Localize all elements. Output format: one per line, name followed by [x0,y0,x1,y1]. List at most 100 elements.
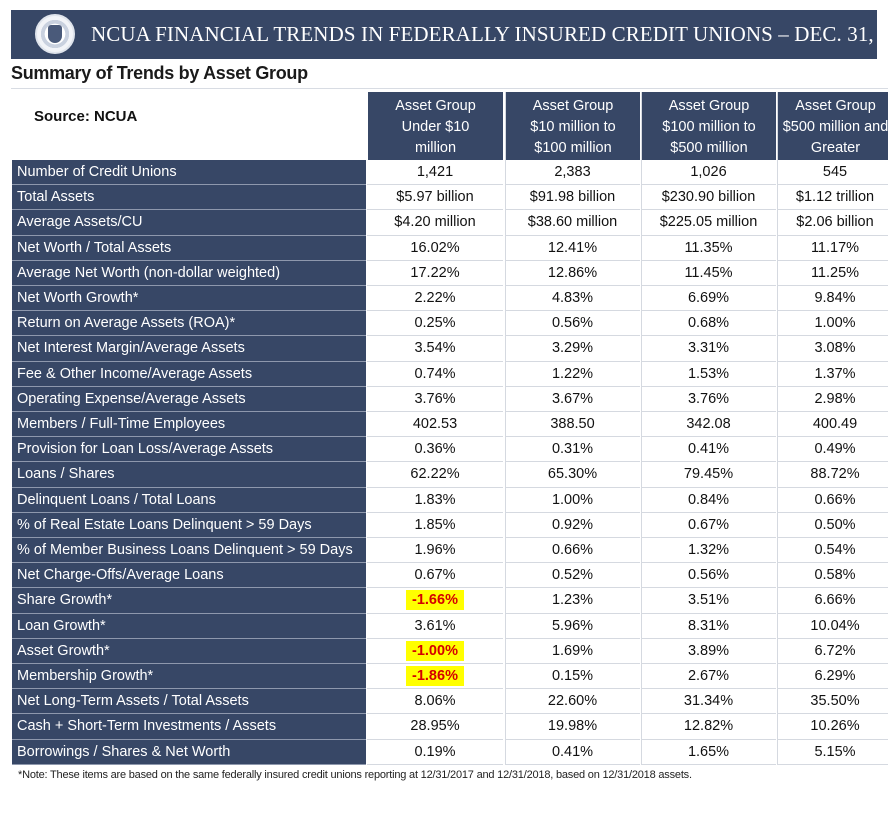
highlighted-value: -1.66% [406,590,464,611]
row-label: Membership Growth* [12,664,366,690]
table-row: % of Real Estate Loans Delinquent > 59 D… [0,512,888,538]
table-cell: $4.20 million [367,210,503,236]
table-cell: 1.32% [641,538,776,564]
table-cell: 5.15% [777,740,888,765]
table-cell: 0.67% [641,513,776,538]
table-row: Delinquent Loans / Total Loans 1.83% 1.00%… [0,487,888,513]
row-label: Loan Growth* [12,613,366,639]
source-label: Source: NCUA [34,108,138,125]
table-row: Loan Growth* 3.61% 5.96% 8.31% 10.04% [0,613,888,639]
row-label: Borrowings / Shares & Net Worth [12,739,366,765]
row-label: Fee & Other Income/Average Assets [12,361,366,387]
column-header-line: Asset Group [668,98,750,114]
highlighted-value: -1.00% [406,640,464,661]
table-row: Total Assets $5.97 billion $91.98 billion $… [0,185,888,211]
table-cell: 3.08% [777,336,888,362]
table-cell: 0.15% [505,664,640,690]
table-cell: 2.67% [641,664,776,690]
table-cell: 6.66% [777,588,888,614]
row-label: Average Assets/CU [12,210,366,236]
table-cell: 1.37% [777,362,888,387]
table-cell: 545 [777,160,888,186]
column-header-line: $500 million [670,140,748,156]
table-cell: 6.29% [777,664,888,690]
table-cell: 0.92% [505,513,640,538]
row-label: Net Interest Margin/Average Assets [12,336,366,362]
column-header-line: million [414,140,457,156]
table-cell: 1.22% [505,362,640,387]
row-label: Share Growth* [12,588,366,614]
table-cell: 10.04% [777,614,888,639]
table-cell: 28.95% [367,714,503,740]
title-banner: NCUA FINANCIAL TRENDS IN FEDERALLY INSUR… [11,10,888,59]
table-cell: 31.34% [641,689,776,715]
table-cell: 1.00% [777,311,888,337]
row-label: Net Worth / Total Assets [12,235,366,261]
table-row: Cash + Short-Term Investments / Assets 28… [0,714,888,740]
column-divider [641,92,642,765]
row-label: Net Long-Term Assets / Total Assets [12,689,366,715]
table-cell: -1.86% [367,664,503,690]
table-cell: 0.41% [505,740,640,765]
column-header-line: Under $10 [401,119,470,135]
table-cell: 0.66% [505,538,640,564]
table-cell: 0.50% [777,513,888,538]
row-label: Number of Credit Unions [12,160,366,186]
table-cell: 2.98% [777,387,888,412]
table-row: % of Member Business Loans Delinquent > … [0,538,888,564]
table-row: Operating Expense/Average Assets 3.76% 3.6… [0,386,888,412]
banner-title: NCUA FINANCIAL TRENDS IN FEDERALLY INSUR… [91,22,888,46]
table-cell: 8.06% [367,689,503,715]
table-cell: $1.12 trillion [777,185,888,211]
page-subtitle: Summary of Trends by Asset Group [11,63,308,83]
table-cell: 0.56% [641,563,776,589]
table-row: Net Long-Term Assets / Total Assets 8.06%… [0,689,888,715]
row-label: Net Charge-Offs/Average Loans [12,563,366,589]
table-cell: 0.74% [367,362,503,387]
table-row: Average Assets/CU $4.20 million $38.60 mil… [0,210,888,236]
table-cell: 0.52% [505,563,640,589]
table-cell: 35.50% [777,689,888,715]
table-cell: 0.56% [505,311,640,337]
table-row: Asset Growth* -1.00% 1.69% 3.89% 6.72% [0,638,888,664]
table-cell: $230.90 billion [641,185,776,211]
table-row: Share Growth* -1.66% 1.23% 3.51% 6.66% [0,588,888,614]
table-cell: 342.08 [641,412,776,438]
table-cell: 2,383 [505,160,640,186]
table-cell: 0.66% [777,488,888,513]
row-label: Operating Expense/Average Assets [12,386,366,412]
table-cell: 0.19% [367,740,503,765]
table-cell: 0.31% [505,437,640,463]
table-row: Members / Full-Time Employees 402.53 388.5… [0,412,888,438]
row-label: Delinquent Loans / Total Loans [12,487,366,513]
table-cell: 12.82% [641,714,776,740]
table-cell: 79.45% [641,462,776,488]
table-row: Net Worth / Total Assets 16.02% 12.41% 11.3… [0,235,888,261]
table-cell: 19.98% [505,714,640,740]
table-row: Provision for Loan Loss/Average Assets 0.… [0,437,888,463]
table-cell: 0.49% [777,437,888,463]
table-cell: $5.97 billion [367,185,503,211]
table-cell: 11.17% [777,236,888,261]
table-cell: 3.89% [641,639,776,664]
table-cell: 1.69% [505,639,640,664]
row-label: Return on Average Assets (ROA)* [12,311,366,337]
table-cell: 5.96% [505,614,640,639]
table-cell: 17.22% [367,261,503,286]
column-header-line: Greater [810,140,861,156]
table-cell: 12.41% [505,236,640,261]
table-cell: $2.06 billion [777,210,888,236]
column-header-line: $100 million to [662,119,756,135]
row-label: Average Net Worth (non-dollar weighted) [12,260,366,286]
column-header-line: $100 million [534,140,612,156]
table-cell: $38.60 million [505,210,640,236]
column-header-line: Asset Group [795,98,876,114]
row-label: Cash + Short-Term Investments / Assets [12,714,366,740]
table-cell: 2.22% [367,286,503,312]
table-cell: $225.05 million [641,210,776,236]
column-header-1: Asset Group Under $10 million [368,92,503,160]
row-label: Total Assets [12,185,366,211]
table-row: Membership Growth* -1.86% 0.15% 2.67% 6.29% [0,664,888,690]
ncua-seal-icon [35,14,75,54]
table-cell: 388.50 [505,412,640,438]
